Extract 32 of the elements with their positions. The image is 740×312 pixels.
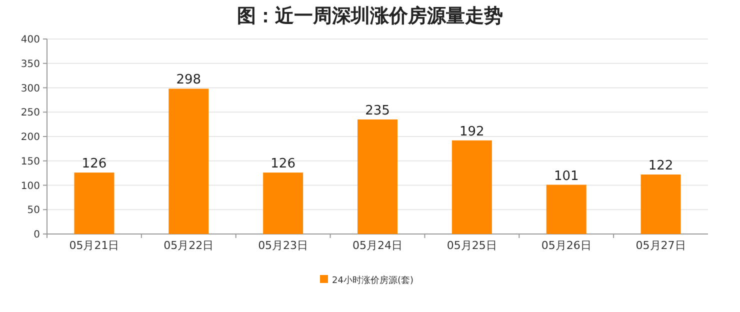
- x-tick-label: 05月24日: [352, 239, 402, 252]
- x-tick-label: 05月25日: [446, 239, 497, 252]
- x-tick-label: 05月21日: [69, 239, 120, 252]
- data-label: 235: [365, 103, 390, 118]
- data-label: 101: [554, 168, 579, 184]
- bar: [74, 172, 114, 234]
- bar: [640, 174, 681, 234]
- legend-label: 24小时涨价房源(套): [332, 275, 414, 286]
- data-label: 298: [176, 72, 202, 88]
- y-tick-label: 150: [20, 156, 40, 168]
- chart-title: 图：近一周深圳涨价房源量走势: [237, 5, 503, 27]
- y-tick-label: 300: [20, 83, 40, 94]
- bar: [168, 88, 209, 234]
- data-label: 122: [648, 158, 674, 174]
- y-tick-label: 0: [34, 230, 40, 240]
- bar: [546, 184, 586, 234]
- bar: [452, 140, 492, 234]
- x-tick-label: 05月26日: [541, 239, 592, 252]
- y-tick-label: 200: [20, 132, 40, 143]
- bar: [358, 119, 398, 234]
- data-label: 126: [270, 156, 296, 172]
- x-tick-label: 05月22日: [164, 239, 214, 252]
- bar: [263, 172, 304, 234]
- x-tick-label: 05月23日: [258, 239, 308, 252]
- data-label: 126: [82, 156, 107, 172]
- data-label: 192: [460, 124, 484, 140]
- x-tick-label: 05月27日: [636, 239, 686, 252]
- y-tick-label: 50: [27, 205, 40, 216]
- y-tick-label: 400: [20, 34, 40, 46]
- y-tick-label: 250: [20, 108, 40, 119]
- y-tick-label: 100: [20, 180, 40, 192]
- y-tick-label: 350: [20, 58, 40, 70]
